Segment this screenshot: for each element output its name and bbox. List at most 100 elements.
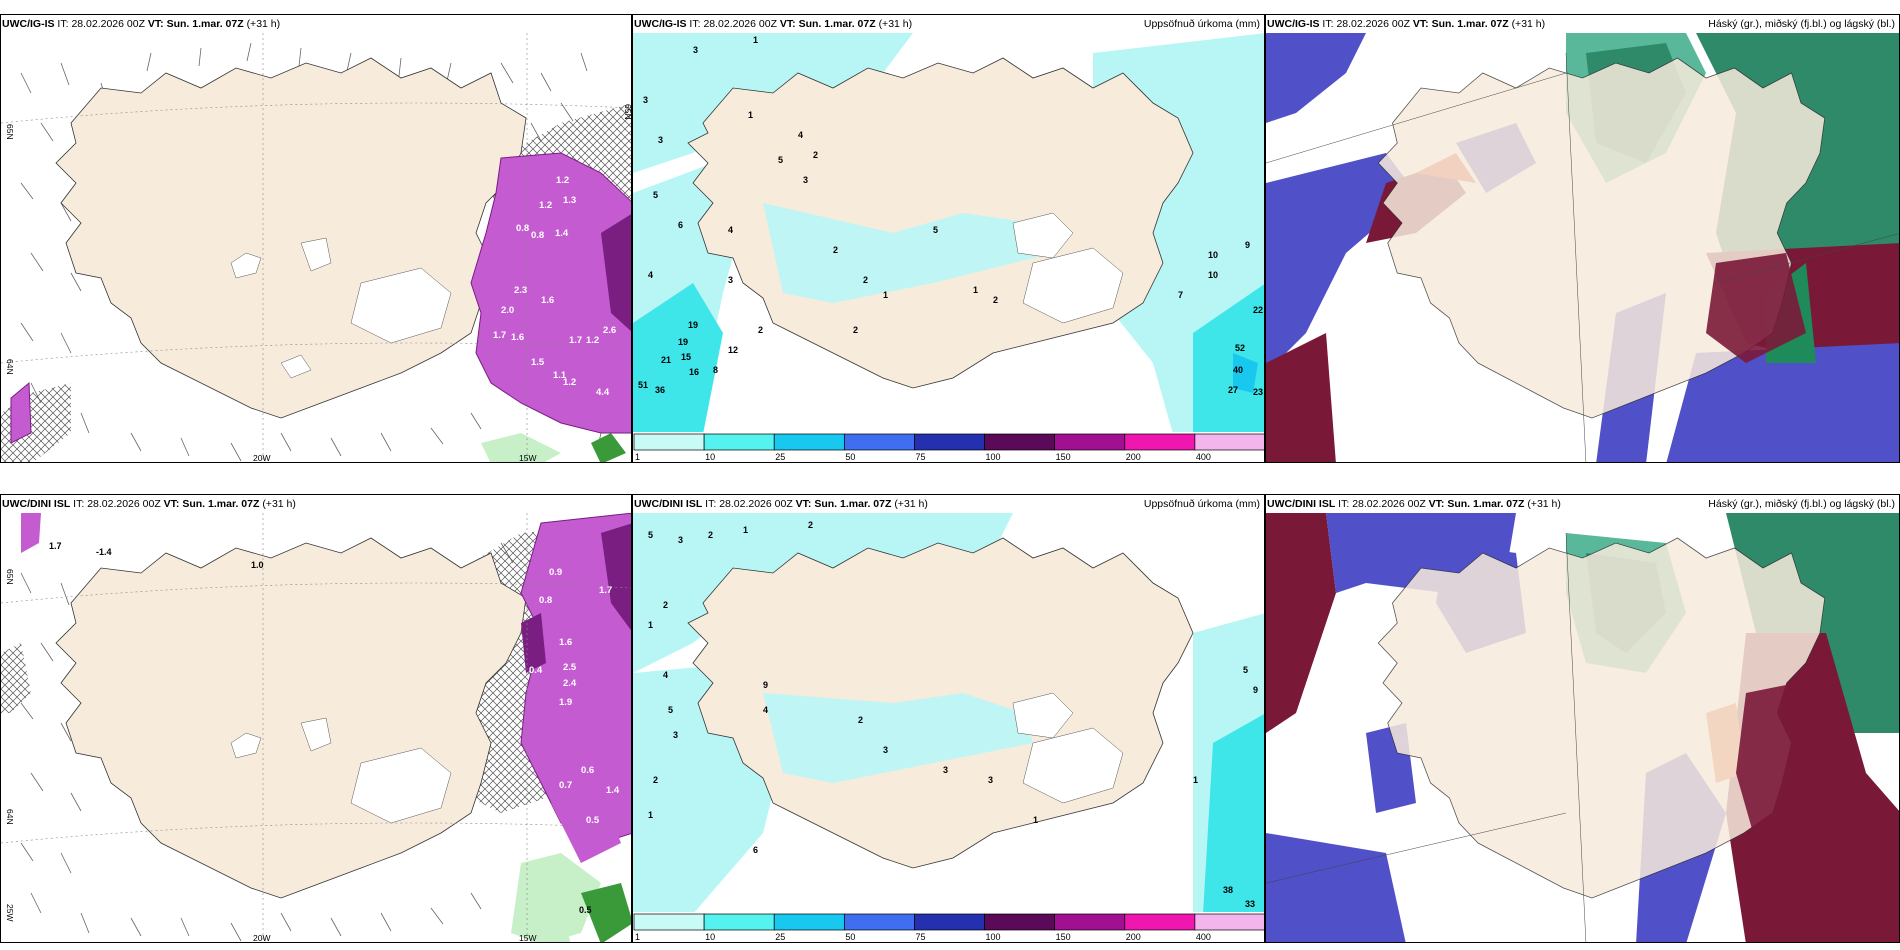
vt-time: Sun. 1.mar. 07Z: [1431, 18, 1509, 30]
value-label: 1.4: [606, 785, 620, 796]
value-label: 19: [678, 337, 688, 347]
value-label: 1.2: [556, 175, 569, 186]
value-label: 2: [813, 150, 818, 160]
map-area[interactable]: 5 3 2 1 2 1 2 4 5 3 2 1 6 4 9 2 3 3 3 5: [633, 513, 1264, 912]
colorbar-swatch: [1054, 433, 1126, 451]
value-label: 5: [933, 225, 938, 235]
value-label: 52: [1235, 343, 1245, 353]
value-label: 1.7: [49, 541, 62, 551]
panel-header: UWC/IG-IS IT: 28.02.2026 00Z VT: Sun. 1.…: [1, 15, 631, 33]
value-label: 0.6: [581, 765, 594, 776]
model-name: UWC/DINI ISL: [2, 498, 71, 510]
colorbar-swatch: [914, 433, 985, 451]
lat-label: 65N: [5, 569, 15, 585]
lon-label: 15W: [519, 933, 536, 942]
value-label: 1.6: [559, 637, 572, 648]
model-name: UWC/DINI ISL: [634, 498, 703, 510]
colorbar-tick-label: 10: [705, 932, 715, 942]
value-label: 3: [943, 765, 948, 775]
value-label: 10: [1208, 270, 1218, 280]
lead-time: (+31 h): [894, 498, 928, 510]
value-label: 1: [1193, 775, 1198, 785]
it-label: IT:: [1338, 498, 1350, 510]
lat-label: 65N: [623, 104, 631, 120]
value-label: 1.5: [531, 357, 545, 368]
value-label: 2.0: [501, 305, 514, 316]
value-label: 1: [743, 525, 748, 535]
value-labels: 1.2 1.2 1.3 0.8 0.8 1.4 1.6 2.0 2.3 1.7 …: [493, 175, 616, 398]
value-label: 2: [853, 325, 858, 335]
value-label: 3: [658, 135, 663, 145]
value-label: 5: [1243, 665, 1248, 675]
model-name: UWC/IG-IS: [634, 18, 687, 30]
lon-label: 15W: [519, 453, 536, 462]
colorbar-tick-label: 200: [1126, 932, 1141, 942]
colorbar-swatch: [633, 913, 705, 931]
lead-time: (+31 h): [1511, 18, 1546, 30]
colorbar: 1 10 25 50 75 100 150 200 400: [633, 432, 1264, 462]
panel-header: UWC/DINI ISL IT: 28.02.2026 00Z VT: Sun.…: [1266, 495, 1899, 513]
map-panel-igis-clouds[interactable]: UWC/IG-IS IT: 28.02.2026 00Z VT: Sun. 1.…: [1265, 14, 1900, 463]
it-time: 28.02.2026 00Z: [703, 18, 777, 30]
value-label: 1: [748, 110, 753, 120]
colorbar-swatch: [1054, 913, 1126, 931]
map-area[interactable]: [1266, 513, 1899, 942]
map-panel-dini-wind[interactable]: UWC/DINI ISL IT: 28.02.2026 00Z VT: Sun.…: [0, 494, 632, 943]
value-label: 0.5: [586, 815, 600, 826]
colorbar-swatch: [843, 433, 915, 451]
map-area[interactable]: [1266, 33, 1899, 462]
panel-header: UWC/IG-IS IT: 28.02.2026 00Z VT: Sun. 1.…: [1266, 15, 1899, 33]
value-label: 4.4: [596, 387, 610, 398]
value-label: 5: [778, 155, 783, 165]
colorbar-tick-label: 200: [1126, 452, 1141, 462]
value-label: 10: [1208, 250, 1218, 260]
colorbar-tick-label: 50: [845, 452, 855, 462]
vt-time: Sun. 1.mar. 07Z: [182, 498, 260, 510]
colorbar-tick-label: 150: [1056, 932, 1071, 942]
value-label: 0.4: [529, 665, 543, 676]
axis-labels: 65N 64N 65N 20W 15W: [5, 104, 631, 462]
map-area[interactable]: 1.7 -1.4 1.0 0.9 1.7 0.8 1.6 2.5 2.4 1.9…: [1, 513, 631, 942]
colorbar-tick-label: 1: [635, 932, 640, 942]
value-label: 38: [1223, 885, 1233, 895]
model-name: UWC/IG-IS: [2, 18, 55, 30]
colorbar-tick-label: 25: [775, 932, 785, 942]
colorbar-swatch: [773, 433, 845, 451]
vt-label: VT:: [147, 18, 164, 30]
vt-time: Sun. 1.mar. 07Z: [1447, 498, 1525, 510]
colorbar-swatch: [1194, 433, 1264, 451]
value-label: 1: [648, 620, 653, 630]
panel-header: UWC/DINI ISL IT: 28.02.2026 00Z VT: Sun.…: [1, 495, 631, 513]
field-title: Uppsöfnuð úrkoma (mm): [1143, 18, 1260, 30]
value-label: 1: [753, 35, 758, 45]
value-label: 4: [663, 670, 668, 680]
vt-label: VT:: [1412, 18, 1429, 30]
map-area[interactable]: 1.2 1.2 1.3 0.8 0.8 1.4 1.6 2.0 2.3 1.7 …: [1, 33, 631, 462]
colorbar-swatch: [1124, 913, 1196, 931]
vt-time: Sun. 1.mar. 07Z: [798, 18, 876, 30]
value-label: 2: [663, 600, 668, 610]
map-area[interactable]: 3 1 3 3 5 6 4 19 19 21 15 16 12 8 51 36 …: [633, 33, 1264, 432]
lon-label: 20W: [253, 933, 270, 942]
map-panel-dini-clouds[interactable]: UWC/DINI ISL IT: 28.02.2026 00Z VT: Sun.…: [1265, 494, 1900, 943]
it-label: IT:: [57, 18, 69, 30]
value-label: 1.7: [493, 330, 506, 341]
value-label: -1.4: [96, 547, 112, 557]
map-panel-igis-wind[interactable]: UWC/IG-IS IT: 28.02.2026 00Z VT: Sun. 1.…: [0, 14, 632, 463]
map-panel-igis-precip[interactable]: UWC/IG-IS IT: 28.02.2026 00Z VT: Sun. 1.…: [632, 14, 1265, 463]
value-label: 1: [1033, 815, 1038, 825]
colorbar-swatch: [984, 433, 1056, 451]
lon-label: 20W: [253, 453, 270, 462]
colorbar: 1 10 25 50 75 100 150 200 400: [633, 912, 1264, 942]
value-labels: 3 1 3 3 5 6 4 19 19 21 15 16 12 8 51 36 …: [638, 35, 1263, 397]
it-time: 28.02.2026 00Z: [87, 498, 161, 510]
value-label: 19: [688, 320, 698, 330]
value-label: 1.2: [563, 377, 576, 388]
field-title: Háský (gr.), miðský (fj.bl.) og lágský (…: [1708, 498, 1895, 510]
vt-label: VT:: [163, 498, 180, 510]
lead-time: (+31 h): [262, 498, 296, 510]
value-label: 1: [973, 285, 978, 295]
value-label: 15: [681, 352, 691, 362]
map-panel-dini-precip[interactable]: UWC/DINI ISL IT: 28.02.2026 00Z VT: Sun.…: [632, 494, 1265, 943]
value-label: 1.6: [511, 332, 524, 343]
